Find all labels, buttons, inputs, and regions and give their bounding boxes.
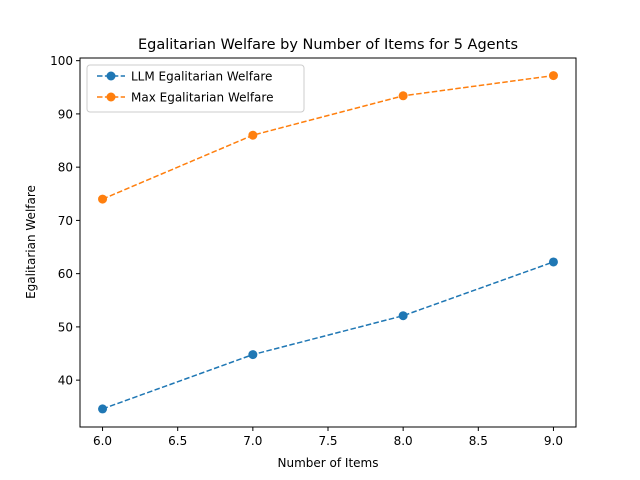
axes: 6.0 6.5 7.0 7.5 8.0 8.5 9.0 40 50 60 70 80 90 100 — [50, 54, 563, 448]
legend-marker-1 — [106, 92, 116, 102]
data-point — [98, 404, 108, 414]
series-line-1 — [102, 74, 554, 200]
legend-label-0: LLM Egalitarian Welfare — [131, 70, 272, 84]
y-tick-label: 90 — [58, 107, 73, 121]
y-tick-label: 40 — [58, 374, 73, 388]
y-tick-label: 80 — [58, 161, 73, 175]
x-tick-label: 9.0 — [544, 434, 563, 448]
legend-label-1: Max Egalitarian Welfare — [131, 91, 273, 105]
x-tick-label: 8.5 — [469, 434, 488, 448]
data-point — [548, 257, 558, 267]
x-tick-label: 7.5 — [318, 434, 337, 448]
x-tick-label: 6.5 — [168, 434, 187, 448]
y-tick-label: 50 — [58, 320, 73, 334]
x-tick-label: 8.0 — [394, 434, 413, 448]
data-point — [398, 91, 408, 101]
y-axis-label: Egalitarian Welfare — [24, 185, 38, 299]
data-point — [398, 311, 408, 321]
x-tick-label: 7.0 — [243, 434, 262, 448]
y-tick-label: 60 — [58, 267, 73, 281]
data-point — [548, 71, 558, 81]
series-line-0 — [102, 261, 554, 410]
plot-frame — [79, 57, 577, 428]
y-tick-label: 100 — [50, 54, 73, 68]
data-point — [98, 194, 108, 204]
x-tick-label: 6.0 — [93, 434, 112, 448]
data-point — [248, 350, 258, 360]
y-tick-label: 70 — [58, 214, 73, 228]
x-axis-label: Number of Items — [278, 456, 379, 470]
chart-title: Egalitarian Welfare by Number of Items f… — [138, 37, 518, 53]
data-point — [248, 130, 258, 140]
legend: LLM Egalitarian Welfare Max Egalitarian W… — [86, 64, 305, 113]
legend-box — [86, 64, 305, 113]
legend-marker-0 — [106, 71, 116, 81]
plot-area — [98, 71, 558, 414]
